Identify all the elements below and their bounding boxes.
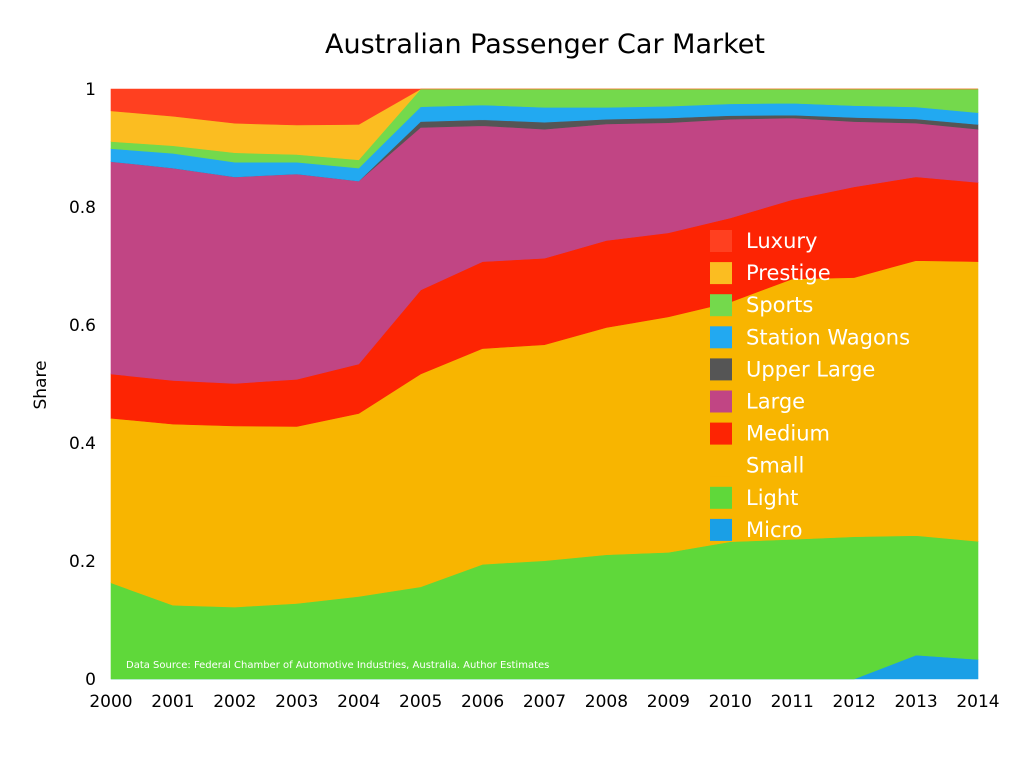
x-tick-label: 2007 — [523, 692, 566, 712]
source-note: Data Source: Federal Chamber of Automoti… — [126, 660, 549, 671]
x-tick-label: 2005 — [399, 692, 442, 712]
area-luxury — [110, 88, 978, 126]
legend-swatch — [710, 486, 732, 509]
legend-item-upper-large: Upper Large — [710, 357, 875, 381]
x-tick-label: 2004 — [337, 692, 380, 712]
x-tick-label: 2001 — [151, 692, 194, 712]
x-tick-label: 2003 — [275, 692, 318, 712]
x-tick-label: 2011 — [771, 692, 814, 712]
y-tick-label: 0.6 — [69, 316, 96, 336]
legend-label: Prestige — [746, 261, 831, 285]
x-tick-label: 2014 — [956, 692, 999, 712]
x-axis: 2000 2001 2002 2003 2004 2005 2006 2007 2008 2009… — [89, 692, 999, 712]
legend-label: Upper Large — [746, 357, 875, 381]
legend-swatch — [710, 262, 732, 285]
x-tick-label: 2010 — [709, 692, 752, 712]
legend-label: Luxury — [746, 229, 817, 253]
legend-item-station-wagons: Station Wagons — [710, 325, 910, 349]
legend-label: Micro — [746, 518, 803, 542]
y-tick-label: 0.8 — [69, 198, 96, 218]
y-tick-label: 0.4 — [69, 434, 96, 454]
areas-layer — [110, 88, 979, 680]
legend-swatch — [710, 326, 732, 349]
x-tick-label: 2008 — [585, 692, 628, 712]
legend-item-medium: Medium — [710, 422, 830, 446]
legend-item-prestige: Prestige — [710, 261, 831, 285]
legend-item-sports: Sports — [710, 293, 813, 317]
chart-title: Australian Passenger Car Market — [325, 29, 765, 60]
legend-swatch — [710, 294, 732, 317]
legend-item-micro: Micro — [710, 518, 803, 542]
legend-label: Sports — [746, 293, 813, 317]
legend-swatch — [710, 518, 732, 541]
x-tick-label: 2012 — [833, 692, 876, 712]
legend-item-luxury: Luxury — [710, 229, 817, 253]
legend-swatch — [710, 358, 732, 381]
legend-item-large: Large — [710, 390, 805, 414]
x-tick-label: 2009 — [647, 692, 690, 712]
y-tick-label: 0 — [85, 670, 96, 690]
legend-swatch — [710, 454, 732, 477]
legend-swatch — [710, 422, 732, 445]
legend-item-small: Small — [710, 454, 804, 478]
legend-swatch — [710, 230, 732, 252]
y-tick-label: 1 — [85, 80, 96, 100]
x-tick-label: 2002 — [213, 692, 256, 712]
legend: Luxury Prestige Sports Station Wagons Upper … — [710, 229, 910, 542]
x-tick-label: 2006 — [461, 692, 504, 712]
legend-label: Medium — [746, 422, 830, 446]
legend-label: Small — [746, 454, 804, 478]
legend-swatch — [710, 390, 732, 413]
y-axis: 0 0.2 0.4 0.6 0.8 1 — [69, 80, 96, 690]
legend-label: Large — [746, 390, 805, 414]
y-tick-label: 0.2 — [69, 552, 96, 572]
legend-label: Light — [746, 486, 798, 510]
y-axis-label: Share — [31, 360, 51, 409]
x-tick-label: 2013 — [894, 692, 937, 712]
legend-item-light: Light — [710, 486, 798, 510]
legend-label: Station Wagons — [746, 325, 910, 349]
x-tick-label: 2000 — [89, 692, 132, 712]
